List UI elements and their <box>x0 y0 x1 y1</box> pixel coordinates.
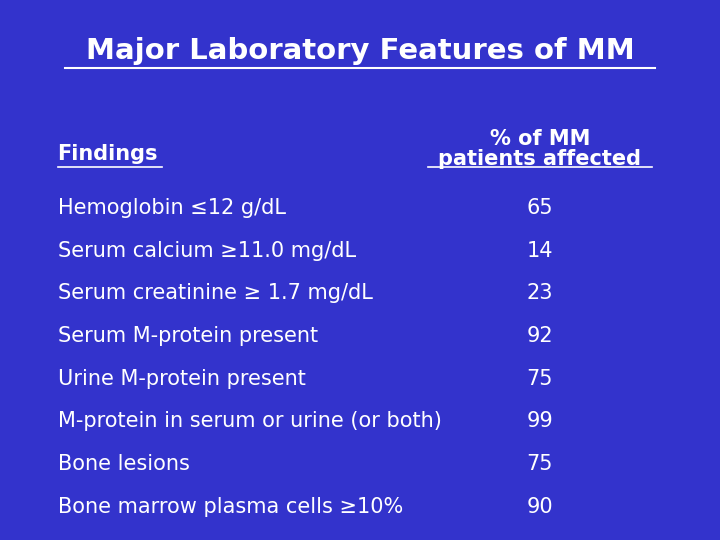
Text: Major Laboratory Features of MM: Major Laboratory Features of MM <box>86 37 634 65</box>
Text: Findings: Findings <box>58 144 158 164</box>
Text: % of MM: % of MM <box>490 129 590 149</box>
Text: 14: 14 <box>527 240 553 261</box>
Text: Serum creatinine ≥ 1.7 mg/dL: Serum creatinine ≥ 1.7 mg/dL <box>58 283 372 303</box>
Text: patients affected: patients affected <box>438 149 642 170</box>
Text: Urine M-protein present: Urine M-protein present <box>58 368 305 389</box>
Text: 75: 75 <box>527 454 553 474</box>
Text: 75: 75 <box>527 368 553 389</box>
Text: Hemoglobin ≤12 g/dL: Hemoglobin ≤12 g/dL <box>58 198 286 218</box>
Text: 92: 92 <box>527 326 553 346</box>
Text: 90: 90 <box>527 496 553 517</box>
Text: M-protein in serum or urine (or both): M-protein in serum or urine (or both) <box>58 411 441 431</box>
Text: Serum M-protein present: Serum M-protein present <box>58 326 318 346</box>
Text: Bone marrow plasma cells ≥10%: Bone marrow plasma cells ≥10% <box>58 496 403 517</box>
Text: 65: 65 <box>527 198 553 218</box>
Text: 23: 23 <box>527 283 553 303</box>
Text: 99: 99 <box>526 411 554 431</box>
Text: Bone lesions: Bone lesions <box>58 454 189 474</box>
Text: Serum calcium ≥11.0 mg/dL: Serum calcium ≥11.0 mg/dL <box>58 240 356 261</box>
